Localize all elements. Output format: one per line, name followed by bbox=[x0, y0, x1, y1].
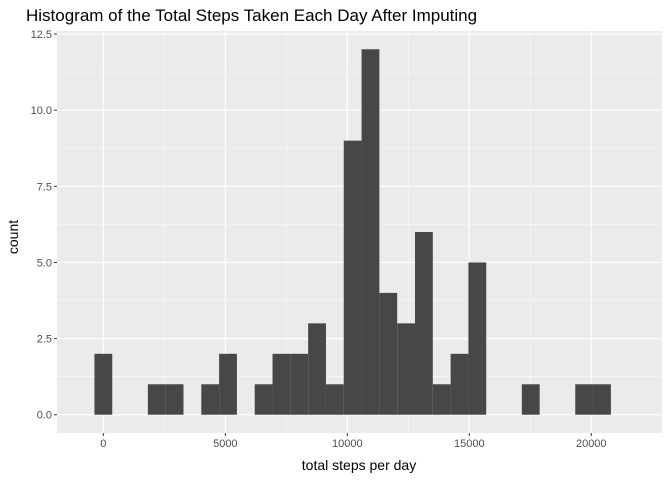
x-tick-label: 0 bbox=[100, 438, 106, 450]
histogram-bar bbox=[290, 353, 309, 415]
histogram-bar bbox=[254, 384, 273, 415]
histogram-bar bbox=[361, 49, 380, 415]
y-tick-label: 7.5 bbox=[37, 181, 52, 193]
y-tick-label: 12.5 bbox=[31, 29, 52, 41]
histogram-bar bbox=[325, 384, 344, 415]
histogram-bar bbox=[575, 384, 594, 415]
y-tick-label: 5.0 bbox=[37, 257, 52, 269]
histogram-bar bbox=[94, 353, 113, 415]
histogram-bar bbox=[593, 384, 611, 415]
x-tick-label: 10000 bbox=[332, 438, 363, 450]
histogram-bar bbox=[521, 384, 540, 415]
histogram-bar bbox=[379, 292, 398, 415]
histogram-bar bbox=[343, 140, 362, 415]
x-tick-label: 5000 bbox=[213, 438, 237, 450]
x-axis-title: total steps per day bbox=[302, 457, 416, 473]
y-tick-label: 0.0 bbox=[37, 410, 52, 422]
histogram-bar bbox=[308, 323, 326, 415]
x-tick-label: 15000 bbox=[454, 438, 485, 450]
y-tick-label: 10.0 bbox=[31, 105, 52, 117]
chart-title: Histogram of the Total Steps Taken Each … bbox=[26, 6, 477, 25]
histogram-bar bbox=[414, 232, 433, 415]
histogram-bars bbox=[94, 49, 611, 415]
histogram-bar bbox=[397, 323, 415, 415]
histogram-bar bbox=[219, 353, 237, 415]
histogram-bar bbox=[165, 384, 184, 415]
y-axis-title: count bbox=[5, 220, 21, 254]
histogram-bar bbox=[147, 384, 166, 415]
histogram-bar bbox=[201, 384, 220, 415]
histogram-bar bbox=[468, 262, 487, 415]
x-tick-label: 20000 bbox=[576, 438, 607, 450]
y-tick-label: 2.5 bbox=[37, 334, 52, 346]
axes: 0 5000 10000 15000 20000 0.0 2.5 5.0 7.5 10.0 12.5 bbox=[31, 29, 607, 450]
histogram-bar bbox=[432, 384, 451, 415]
histogram-bar bbox=[450, 353, 469, 415]
histogram-bar bbox=[272, 353, 291, 415]
